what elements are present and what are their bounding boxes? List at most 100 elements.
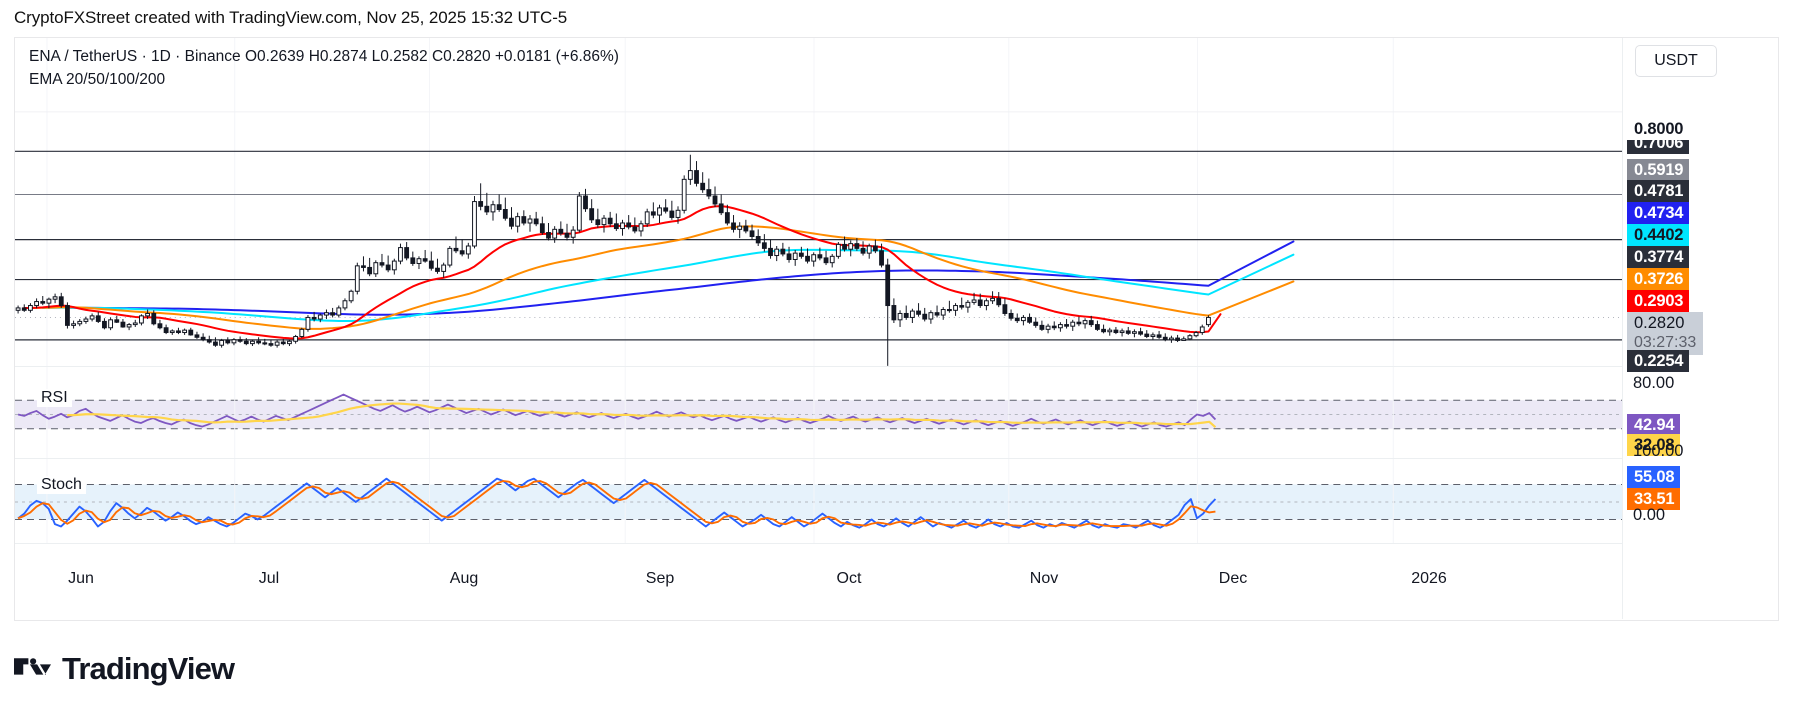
candle-body: [15, 307, 21, 311]
time-axis-label-2026: 2026: [1411, 570, 1447, 587]
candle-body: [798, 252, 804, 257]
candle-body: [108, 319, 114, 329]
candle-body: [1144, 333, 1150, 337]
price-plot: [15, 38, 1622, 366]
candle-body: [1162, 336, 1168, 341]
current-price-tag: 0.2820 03:27:33: [1627, 312, 1704, 355]
candle-body: [1070, 321, 1076, 327]
candle-body: [521, 216, 527, 224]
candle-body: [1008, 312, 1014, 319]
candle-body: [262, 342, 268, 345]
candle-body: [724, 212, 730, 224]
rsi-pane[interactable]: RSI: [15, 366, 1622, 458]
price-tag-ema20: 0.2903: [1627, 290, 1690, 312]
candle-body: [755, 235, 761, 244]
rsi-plot: [15, 367, 1622, 458]
candle-body: [256, 340, 262, 344]
price-pane[interactable]: [15, 38, 1622, 366]
candle-body: [21, 307, 27, 311]
candle-body: [342, 300, 348, 309]
candle-body: [879, 250, 884, 266]
time-axis-label-jun: Jun: [68, 570, 94, 587]
candle-body: [1014, 317, 1020, 322]
candle-body: [379, 262, 385, 266]
chart-frame: ENA / TetherUS · 1D · Binance O0.2639 H0…: [14, 37, 1779, 621]
candle-body: [472, 201, 477, 247]
time-axis[interactable]: Jun Jul Aug Sep Oct Nov Dec 2026: [15, 543, 1622, 619]
candle-body: [1181, 338, 1187, 341]
candle-body: [1057, 324, 1063, 329]
ema-50-line: [29, 225, 1295, 330]
candle-body: [139, 315, 144, 324]
candle-body: [1020, 316, 1026, 322]
candle-body: [416, 258, 422, 264]
candle-body: [1076, 321, 1082, 325]
candle-body: [410, 257, 416, 264]
candle-body: [694, 170, 699, 184]
candle-body: [959, 305, 965, 308]
candle-body: [768, 247, 773, 257]
candle-body: [250, 340, 255, 345]
candle-body: [977, 299, 983, 307]
candle-body: [182, 329, 188, 334]
candle-body: [601, 217, 607, 226]
candle-body: [102, 320, 107, 329]
candlestick-series: [15, 154, 1211, 366]
candle-body: [669, 210, 675, 218]
candle-body: [237, 339, 243, 342]
candle-body: [539, 223, 545, 234]
candle-body: [447, 247, 453, 266]
candle-body: [971, 299, 977, 303]
stoch-pane[interactable]: Stoch: [15, 458, 1622, 543]
candle-body: [1150, 334, 1156, 337]
candle-body: [354, 265, 360, 292]
candle-body: [953, 305, 958, 311]
candle-body: [71, 323, 77, 326]
candle-body: [83, 318, 89, 322]
candle-body: [589, 208, 595, 221]
candle-body: [404, 247, 410, 259]
candle-body: [903, 312, 909, 318]
candle-body: [650, 211, 656, 216]
rsi-pane-title: RSI: [37, 389, 72, 407]
candle-body: [1027, 316, 1032, 323]
candle-body: [348, 290, 354, 302]
stoch-d-line: [17, 480, 1216, 528]
candle-body: [626, 222, 632, 228]
candle-body: [459, 250, 465, 255]
candle-body: [934, 312, 940, 316]
stoch-scale-bottom-label: 0.00: [1633, 506, 1666, 524]
candle-body: [786, 253, 792, 261]
candle-body: [835, 243, 841, 257]
currency-badge[interactable]: USDT: [1635, 45, 1717, 77]
candle-body: [1199, 326, 1205, 334]
time-axis-label-sep: Sep: [645, 570, 675, 587]
candle-body: [330, 312, 336, 316]
candle-body: [502, 209, 508, 219]
attribution-text: CryptoFXStreet created with TradingView.…: [14, 8, 568, 27]
candle-body: [28, 305, 33, 311]
candle-body: [761, 242, 767, 249]
candle-body: [780, 248, 786, 255]
candle-body: [157, 323, 163, 329]
ema-200-line: [66, 240, 1295, 316]
candle-body: [299, 328, 305, 337]
candle-body: [854, 243, 860, 249]
candle-body: [268, 343, 274, 346]
candle-body: [916, 310, 921, 315]
price-tag-0-3774: 0.3774: [1627, 246, 1690, 268]
candle-body: [213, 341, 218, 346]
candle-body: [811, 254, 817, 262]
candle-body: [324, 312, 329, 316]
candle-body: [663, 207, 669, 212]
candle-body: [484, 205, 490, 213]
candle-body: [1051, 325, 1057, 329]
stoch-scale-top-label: 100.00: [1633, 442, 1684, 460]
candle-body: [280, 341, 286, 345]
candle-body: [749, 230, 755, 237]
rsi-ma-line: [67, 402, 1217, 429]
candle-body: [1125, 330, 1131, 334]
candle-body: [885, 264, 891, 307]
price-scale[interactable]: USDT 0.8000 0.7006 0.5919 0.4781 0.4734 0.440…: [1622, 38, 1778, 619]
candle-body: [1119, 330, 1125, 334]
